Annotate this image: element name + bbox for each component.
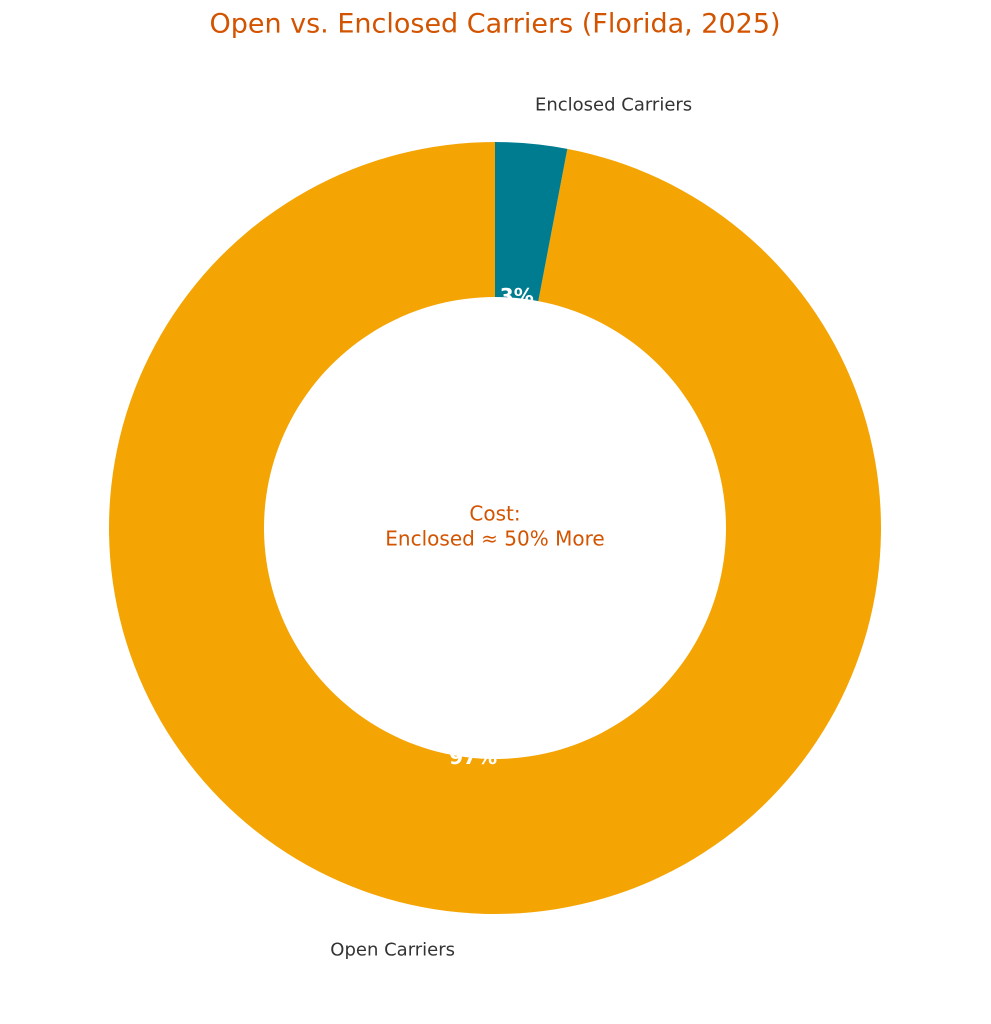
value-label: 3% — [500, 284, 534, 308]
chart-title: Open vs. Enclosed Carriers (Florida, 202… — [209, 9, 780, 40]
donut-slice — [108, 142, 881, 914]
slice-label: Open Carriers — [330, 940, 455, 961]
donut-slice — [495, 142, 568, 302]
slice-label: Enclosed Carriers — [535, 94, 692, 115]
center-annotation: Cost: — [469, 502, 520, 526]
center-annotation: Enclosed ≈ 50% More — [385, 527, 604, 551]
value-label: 97% — [449, 745, 497, 769]
